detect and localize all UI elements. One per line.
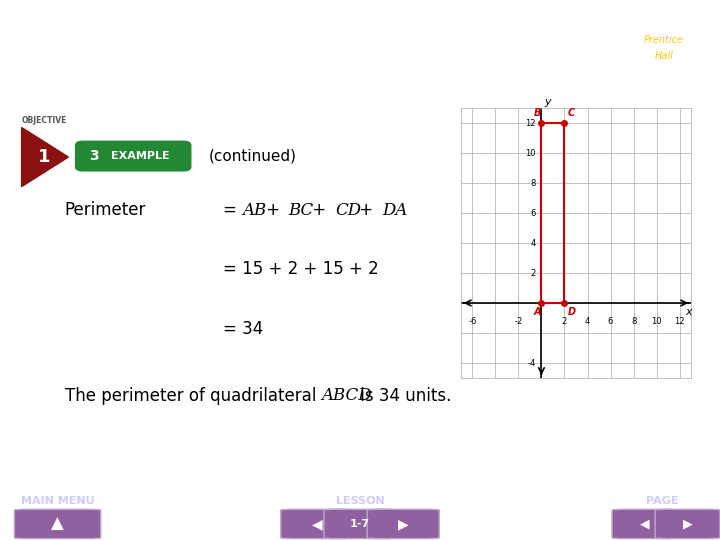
Text: 10: 10 [525,148,536,158]
Text: -4: -4 [528,359,536,368]
Text: 12: 12 [525,118,536,127]
Text: D: D [568,307,576,317]
Text: Perimeter: Perimeter [65,201,146,219]
Text: x: x [685,307,692,317]
Text: PAGE: PAGE [646,496,679,506]
Text: ABCD: ABCD [322,387,372,404]
Text: DA: DA [382,202,408,219]
Text: +: + [354,201,379,219]
Text: 1: 1 [38,148,51,166]
Text: ◀: ◀ [312,517,322,531]
Text: 2: 2 [562,316,567,326]
Text: 4: 4 [585,316,590,326]
FancyBboxPatch shape [655,509,720,538]
Text: Prentice: Prentice [644,35,684,45]
Text: is 34 units.: is 34 units. [355,387,451,404]
Text: LESSON: LESSON [336,496,384,506]
Text: 8: 8 [531,179,536,187]
Text: y: y [544,97,551,107]
Text: B: B [534,107,541,118]
Text: ▲: ▲ [51,515,64,533]
FancyBboxPatch shape [14,509,101,538]
Text: A: A [534,307,541,317]
FancyBboxPatch shape [367,509,439,538]
Text: 2: 2 [531,268,536,278]
Text: CD: CD [336,202,361,219]
Text: 8: 8 [631,316,636,326]
Text: (continued): (continued) [209,148,297,164]
Text: Additional Examples: Additional Examples [14,78,174,92]
Text: BC: BC [289,202,314,219]
Text: 10: 10 [652,316,662,326]
Text: = 34: = 34 [223,320,264,338]
Text: AB: AB [242,202,266,219]
Polygon shape [22,127,68,187]
Text: -6: -6 [468,316,477,326]
Text: PEARSON: PEARSON [638,16,690,26]
Text: 12: 12 [675,316,685,326]
FancyBboxPatch shape [324,509,396,538]
Text: 1-7: 1-7 [350,519,370,529]
Text: 3: 3 [89,149,99,163]
FancyBboxPatch shape [612,509,677,538]
Text: 6: 6 [608,316,613,326]
Text: OBJECTIVE: OBJECTIVE [22,116,67,125]
FancyBboxPatch shape [281,509,353,538]
Text: +: + [307,201,332,219]
FancyBboxPatch shape [76,141,191,171]
Text: =: = [223,201,243,219]
Text: +: + [261,201,285,219]
Text: The perimeter of quadrilateral: The perimeter of quadrilateral [65,387,321,404]
Text: ▶: ▶ [398,517,408,531]
Text: ▶: ▶ [683,517,693,530]
Text: Hall: Hall [654,51,674,62]
Text: 6: 6 [531,208,536,218]
Text: EXAMPLE: EXAMPLE [111,151,170,161]
Text: = 15 + 2 + 15 + 2: = 15 + 2 + 15 + 2 [223,260,379,279]
Text: MAIN MENU: MAIN MENU [21,496,94,506]
Text: GEOMETRY LESSON 1-7: GEOMETRY LESSON 1-7 [14,52,142,63]
Text: 4: 4 [531,239,536,247]
Text: Perimeter, Circumference, and Area: Perimeter, Circumference, and Area [14,23,464,43]
Text: C: C [568,107,575,118]
Text: -2: -2 [514,316,523,326]
Text: ◀: ◀ [639,517,649,530]
